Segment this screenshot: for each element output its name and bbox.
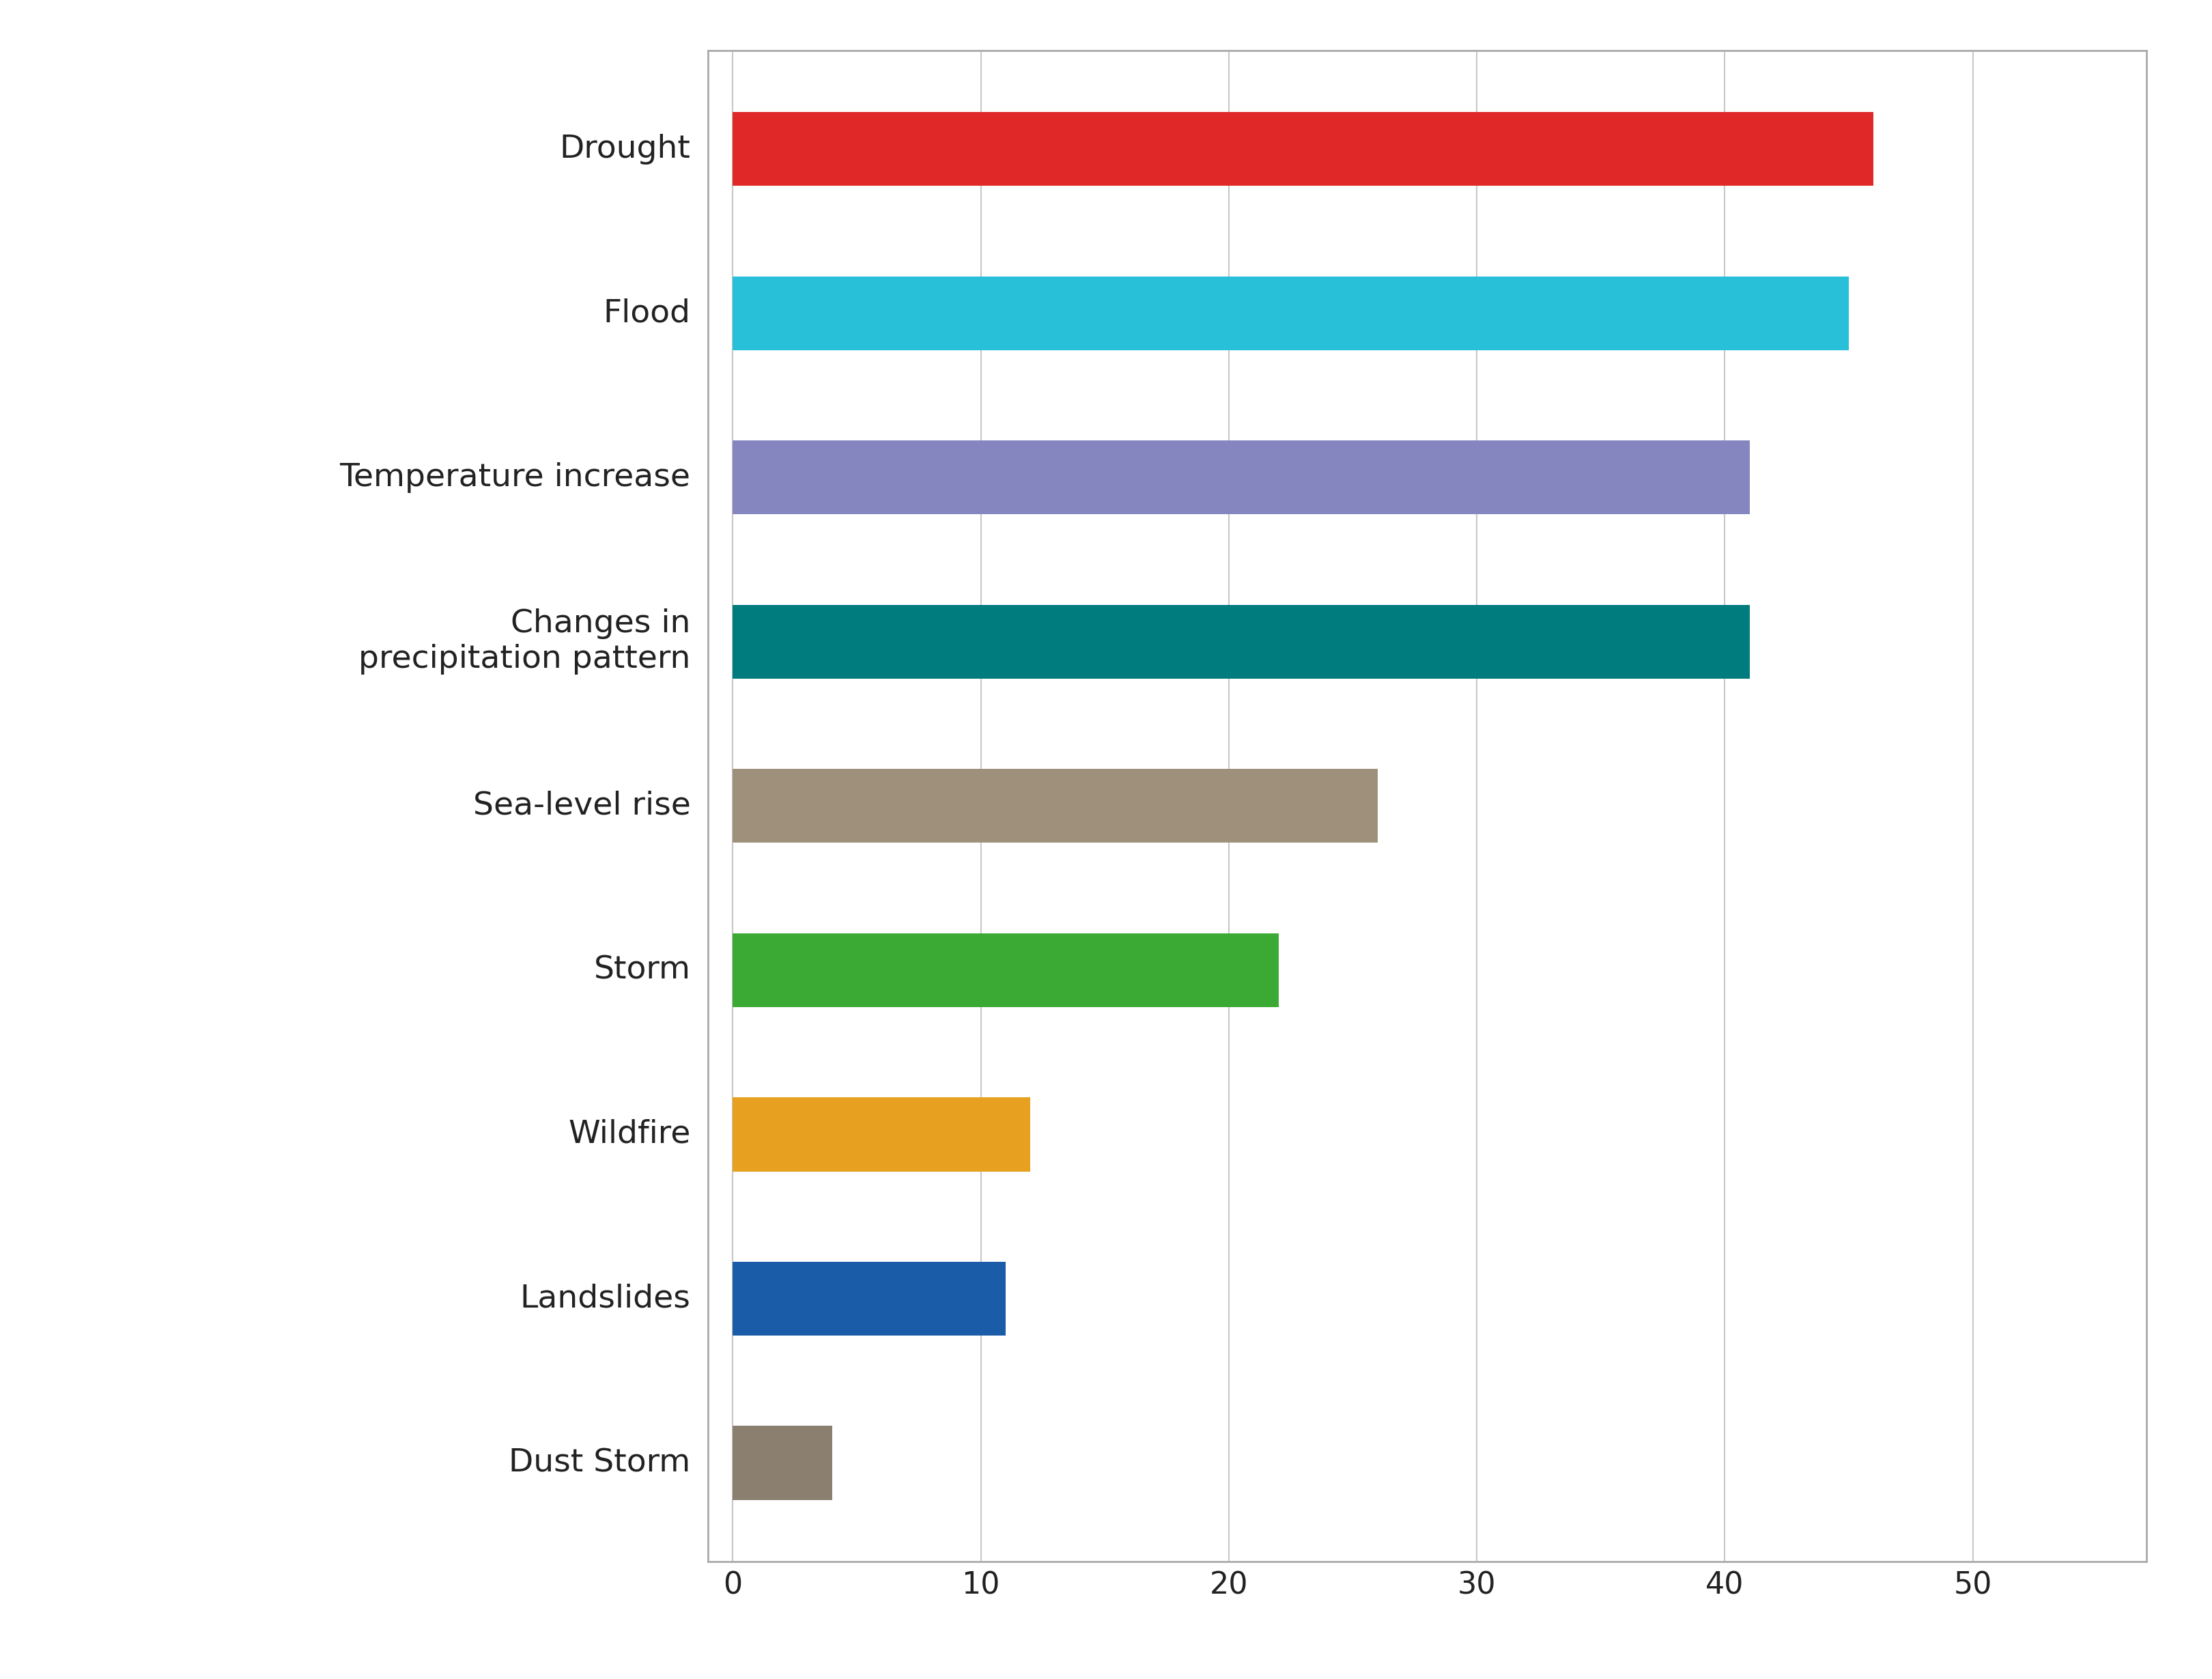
Bar <box>732 112 1874 186</box>
Bar <box>732 277 1849 351</box>
Bar <box>732 440 1750 514</box>
Bar <box>732 1098 1031 1172</box>
Bar <box>732 1425 832 1499</box>
Bar <box>732 934 1279 1007</box>
Bar <box>732 1261 1004 1335</box>
Bar <box>732 604 1750 678</box>
Bar <box>732 769 1378 843</box>
